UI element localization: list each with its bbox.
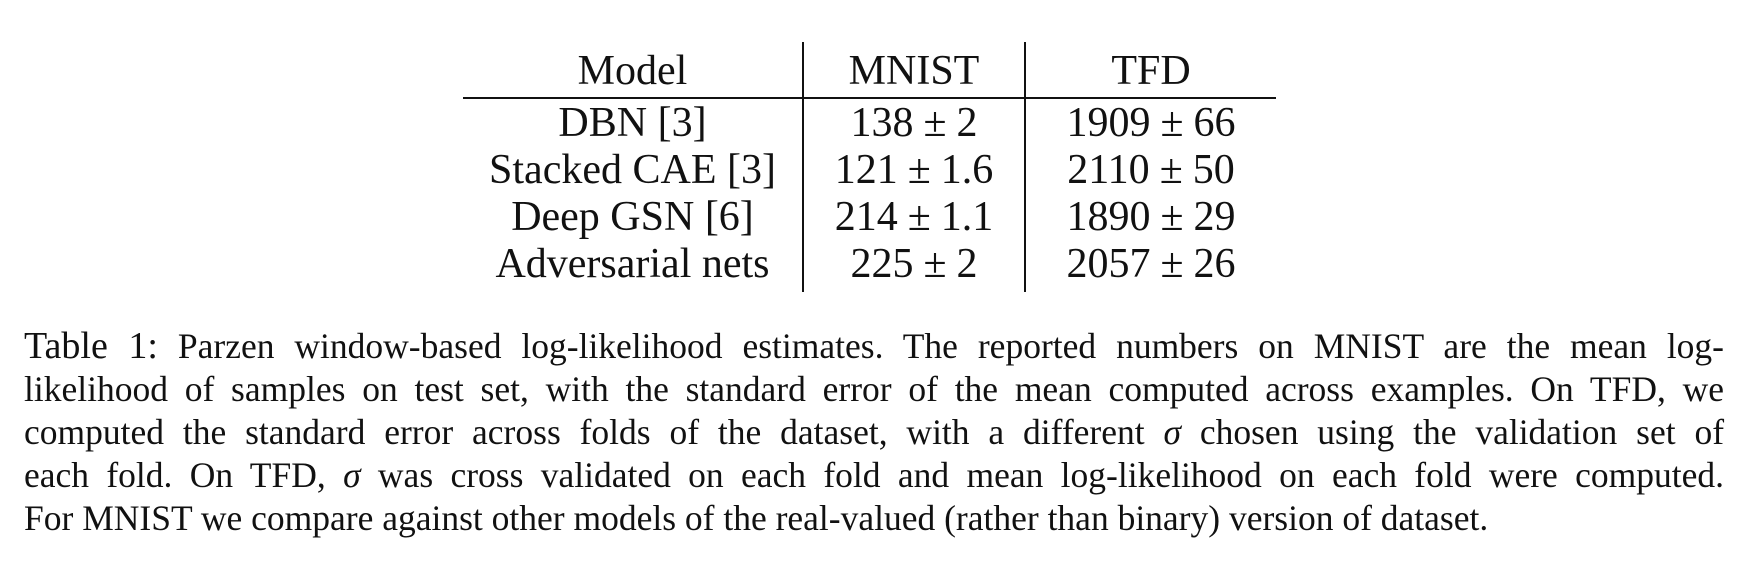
tfd-score-best: 2110 ±50 <box>1024 147 1276 194</box>
caption-line-4: each fold. On TFD, σ was cross validated… <box>24 454 1724 497</box>
tfd-score-best: 2057 ±26 <box>1024 241 1276 292</box>
mnist-score: 214 ±1.1 <box>802 194 1025 241</box>
mnist-mean: 225 <box>850 241 914 287</box>
table-row: Stacked CAE [3] 121 ±1.6 2110 ±50 <box>463 147 1276 194</box>
plus-minus-symbol: ± <box>1160 100 1184 146</box>
caption-line-2: likelihood of samples on test set, with … <box>24 369 1724 409</box>
mnist-mean: 121 <box>834 147 898 193</box>
mnist-error: 2 <box>956 241 978 287</box>
mnist-error: 1.6 <box>940 147 994 193</box>
caption-line-5: For MNIST we compare against other model… <box>24 498 1489 538</box>
plus-minus-symbol: ± <box>907 194 931 240</box>
header-model: Model <box>463 42 803 99</box>
plus-minus-symbol: ± <box>1160 194 1184 240</box>
mnist-mean: 214 <box>834 194 898 240</box>
caption-text: computed the standard error across folds… <box>24 412 1145 452</box>
model-name: Stacked CAE [3] <box>489 147 776 193</box>
tfd-score: 1890 ±29 <box>1024 194 1276 241</box>
model-name: Deep GSN [6] <box>511 194 754 240</box>
tfd-score: 1909 ±66 <box>1024 98 1276 147</box>
table-caption: Table 1: Parzen window-based log-likelih… <box>24 325 1724 540</box>
mnist-error: 1.1 <box>940 194 994 240</box>
table-row: Deep GSN [6] 214 ±1.1 1890 ±29 <box>463 194 1276 241</box>
caption-text: each fold. On TFD, <box>24 455 326 495</box>
header-tfd: TFD <box>1024 42 1276 99</box>
tfd-mean: 1890 <box>1066 194 1151 240</box>
tfd-error: 50 <box>1192 147 1235 193</box>
caption-line-1: Table 1: Parzen window-based log-likelih… <box>24 325 1724 368</box>
table-row: Adversarial nets 225 ±2 2057 ±26 <box>463 241 1276 292</box>
results-table: Model MNIST TFD DBN [3] 138 ±2 1909 ±66 St… <box>463 42 1276 292</box>
table-row: DBN [3] 138 ±2 1909 ±66 <box>463 98 1276 147</box>
sigma-symbol: σ <box>343 455 361 495</box>
plus-minus-symbol: ± <box>907 147 931 193</box>
tfd-mean: 2110 <box>1067 147 1150 193</box>
caption-label: Table 1: <box>24 325 158 367</box>
tfd-error: 66 <box>1193 100 1236 146</box>
tfd-error: 29 <box>1193 194 1236 240</box>
table-header-row: Model MNIST TFD <box>463 42 1276 99</box>
plus-minus-symbol: ± <box>1159 147 1183 193</box>
mnist-error: 2 <box>956 100 978 146</box>
caption-text: was cross validated on each fold and mea… <box>377 455 1724 495</box>
mnist-mean: 138 <box>850 100 914 146</box>
caption-text: Parzen window-based log-likelihood estim… <box>177 326 1724 366</box>
mnist-score: 138 ±2 <box>802 98 1025 147</box>
tfd-error: 26 <box>1193 241 1236 287</box>
model-name: DBN [3] <box>558 100 707 146</box>
plus-minus-symbol: ± <box>1160 241 1184 287</box>
plus-minus-symbol: ± <box>923 241 947 287</box>
caption-line-3: computed the standard error across folds… <box>24 411 1724 454</box>
header-mnist: MNIST <box>802 42 1025 99</box>
mnist-score: 121 ±1.6 <box>802 147 1025 194</box>
results-table-container: Model MNIST TFD DBN [3] 138 ±2 1909 ±66 St… <box>463 42 1276 292</box>
sigma-symbol: σ <box>1163 412 1181 452</box>
tfd-mean: 1909 <box>1066 100 1151 146</box>
mnist-score-best: 225 ±2 <box>802 241 1025 292</box>
model-name: Adversarial nets <box>495 241 770 287</box>
tfd-mean: 2057 <box>1066 241 1151 287</box>
caption-text: chosen using the validation set of <box>1199 412 1725 452</box>
plus-minus-symbol: ± <box>923 100 947 146</box>
